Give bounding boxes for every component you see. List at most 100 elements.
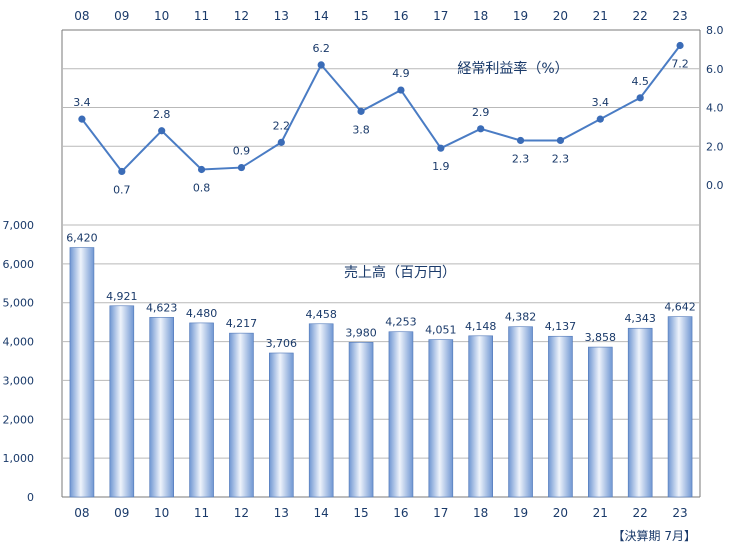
- line-point: [198, 166, 205, 173]
- line-point: [118, 168, 125, 175]
- line-x-tick-label: 15: [353, 9, 368, 23]
- bar-x-tick-label: 11: [194, 506, 209, 520]
- line-x-tick-label: 10: [154, 9, 169, 23]
- fiscal-period-note: 【決算期 7月】: [613, 528, 696, 543]
- bar: [269, 353, 293, 497]
- bar-value-label: 4,148: [465, 320, 497, 333]
- line-x-tick-label: 09: [114, 9, 129, 23]
- bar-x-tick-label: 23: [672, 506, 687, 520]
- bar-y-tick-label: 2,000: [3, 413, 35, 426]
- bar-value-label: 3,858: [585, 331, 617, 344]
- bar-x-tick-label: 09: [114, 506, 129, 520]
- line-point: [676, 42, 683, 49]
- bar-value-label: 4,458: [305, 308, 337, 321]
- bar-y-tick-label: 4,000: [3, 336, 35, 349]
- line-point: [437, 145, 444, 152]
- line-value-label: 3.4: [592, 96, 610, 109]
- bar: [150, 317, 174, 497]
- line-point: [318, 61, 325, 68]
- line-y-tick-labels: 0.0 2.0 4.0 6.0 8.0: [706, 24, 724, 192]
- line-value-label: 2.2: [273, 119, 291, 132]
- bar-value-label: 4,623: [146, 301, 178, 314]
- line-value-label: 2.9: [472, 106, 490, 119]
- bar-y-tick-labels: 0 1,000 2,000 3,000 4,000 5,000 6,000 7,000: [3, 219, 35, 504]
- line-value-labels: 3.4 0.7 2.8 0.8 0.9 2.2 6.2 3.8 4.9 1.9 2.9 2.3 2.3 3…: [73, 42, 689, 197]
- bar: [229, 333, 253, 497]
- bar-value-label: 3,980: [345, 326, 377, 339]
- bar-x-tick-label: 12: [234, 506, 249, 520]
- line-point: [158, 127, 165, 134]
- bar-x-tick-label: 10: [154, 506, 169, 520]
- line-value-label: 0.7: [113, 183, 131, 196]
- bar-value-label: 4,642: [664, 301, 696, 314]
- line-x-tick-label: 14: [314, 9, 329, 23]
- line-y-tick-label: 4.0: [706, 102, 724, 115]
- line-x-tick-label: 17: [433, 9, 448, 23]
- line-x-tick-label: 19: [513, 9, 528, 23]
- bar-y-tick-label: 1,000: [3, 452, 35, 465]
- line-point: [78, 116, 85, 123]
- line-y-tick-label: 6.0: [706, 63, 724, 76]
- bar: [70, 248, 94, 497]
- line-value-label: 2.3: [512, 152, 530, 165]
- line-point: [278, 139, 285, 146]
- line-x-tick-label: 11: [194, 9, 209, 23]
- line-x-tick-label: 23: [672, 9, 687, 23]
- bar: [628, 328, 652, 497]
- bar-value-label: 4,921: [106, 290, 138, 303]
- bar-x-tick-label: 20: [553, 506, 568, 520]
- bar: [548, 336, 572, 497]
- line-point: [637, 94, 644, 101]
- bar-value-label: 4,343: [624, 312, 656, 325]
- bar-value-label: 4,382: [505, 311, 537, 324]
- line-value-label: 7.2: [671, 58, 689, 71]
- line-point: [357, 108, 364, 115]
- line-chart-title: 経常利益率（%）: [457, 60, 568, 77]
- bar-x-tick-label: 15: [353, 506, 368, 520]
- line-y-tick-label: 8.0: [706, 24, 724, 37]
- line-x-tick-label: 20: [553, 9, 568, 23]
- line-point: [597, 116, 604, 123]
- bar-x-tick-label: 14: [314, 506, 329, 520]
- bar-value-label: 4,480: [186, 307, 218, 320]
- bar-x-tick-label: 22: [633, 506, 648, 520]
- line-value-label: 1.9: [432, 160, 450, 173]
- line-point: [238, 164, 245, 171]
- line-x-tick-label: 08: [74, 9, 89, 23]
- line-point: [477, 125, 484, 132]
- line-x-tick-label: 16: [393, 9, 408, 23]
- bar: [429, 340, 453, 497]
- line-x-tick-label: 18: [473, 9, 488, 23]
- bar-y-tick-label: 6,000: [3, 258, 35, 271]
- bar: [389, 332, 413, 497]
- bar: [588, 347, 612, 497]
- bar-x-tick-label: 19: [513, 506, 528, 520]
- bar-y-tick-label: 5,000: [3, 297, 35, 310]
- line-value-label: 3.8: [352, 123, 370, 136]
- bar-x-tick-label: 08: [74, 506, 89, 520]
- bar: [668, 317, 692, 497]
- bar-value-label: 4,217: [226, 317, 258, 330]
- bar: [509, 327, 533, 497]
- line-value-label: 0.9: [233, 145, 251, 158]
- bar: [190, 323, 214, 497]
- line-x-tick-label: 12: [234, 9, 249, 23]
- bar: [309, 324, 333, 497]
- bar-value-label: 6,420: [66, 232, 98, 245]
- bar-x-tick-label: 21: [593, 506, 608, 520]
- bar-value-label: 3,706: [266, 337, 298, 350]
- bar-x-tick-label: 16: [393, 506, 408, 520]
- line-value-label: 2.8: [153, 108, 171, 121]
- line-point: [517, 137, 524, 144]
- line-value-label: 0.8: [193, 182, 211, 195]
- line-value-label: 2.3: [552, 152, 570, 165]
- line-value-label: 4.5: [631, 75, 649, 88]
- line-point: [397, 86, 404, 93]
- bar-y-tick-label: 3,000: [3, 374, 35, 387]
- line-x-tick-label: 13: [274, 9, 289, 23]
- bar-x-tick-label: 18: [473, 506, 488, 520]
- bar-x-tick-label: 17: [433, 506, 448, 520]
- bar-x-tick-label: 13: [274, 506, 289, 520]
- bar-value-label: 4,051: [425, 324, 457, 337]
